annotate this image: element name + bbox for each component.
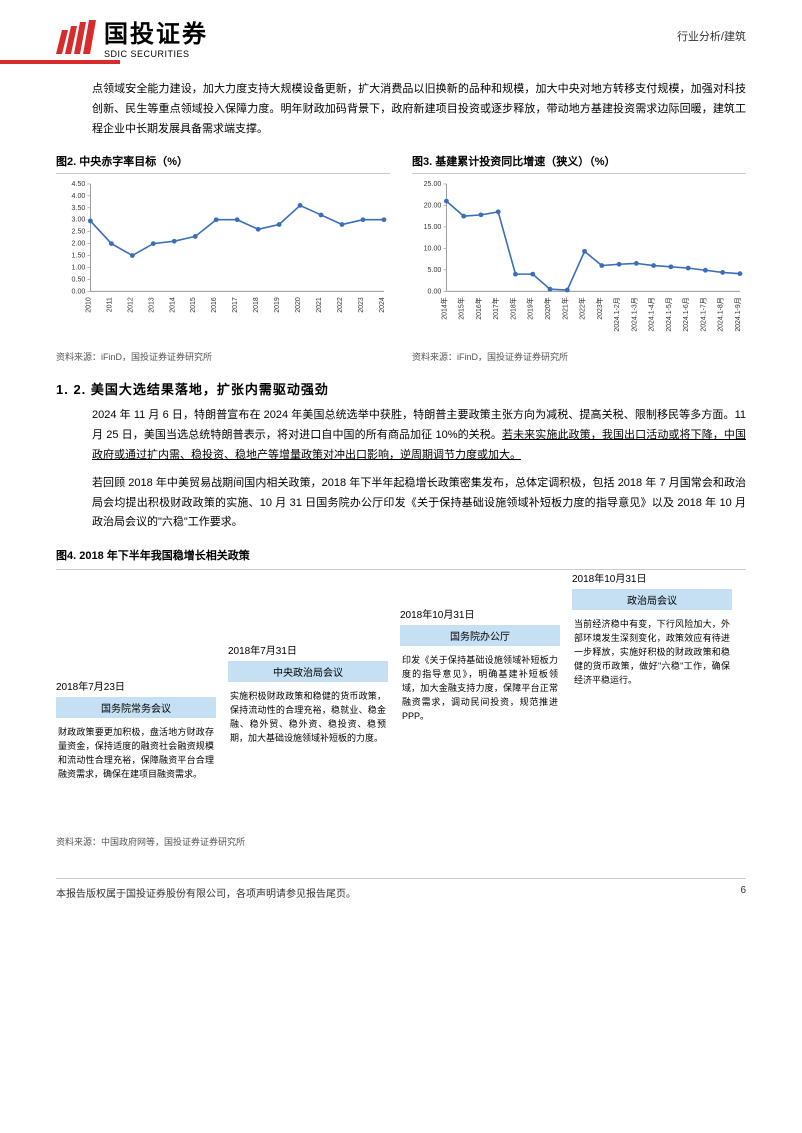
svg-text:15.00: 15.00 (424, 224, 442, 231)
footer-page-number: 6 (740, 885, 746, 900)
svg-text:2.50: 2.50 (72, 229, 86, 236)
timeline-date: 2018年7月23日 (56, 678, 216, 693)
document-page: 国投证券 SDIC SECURITIES 行业分析/建筑 点领域安全能力建设，加… (0, 0, 802, 920)
svg-text:20.00: 20.00 (424, 203, 442, 210)
timeline-body: 印发《关于保持基础设施领域补短板力度的指导意见》，明确基建补短板领域，加大金融支… (400, 652, 560, 726)
svg-text:2018: 2018 (253, 298, 260, 314)
svg-text:10.00: 10.00 (424, 246, 442, 253)
logo-en: SDIC SECURITIES (104, 49, 208, 59)
svg-text:0.50: 0.50 (72, 277, 86, 284)
svg-text:4.50: 4.50 (72, 181, 86, 188)
svg-text:2016: 2016 (211, 298, 218, 314)
fig2-title: 图2. 中央赤字率目标（%） (56, 153, 390, 169)
fig4-title: 图4. 2018 年下半年我国稳增长相关政策 (56, 547, 746, 563)
svg-text:2014: 2014 (169, 298, 176, 314)
svg-text:2021: 2021 (316, 298, 323, 314)
timeline-date: 2018年10月31日 (400, 606, 560, 621)
svg-text:2015: 2015 (190, 298, 197, 314)
fig4-timeline: 2018年7月23日国务院常务会议财政政策要更加积极，盘活地方财政存量资金，保持… (56, 569, 746, 829)
logo-text: 国投证券 SDIC SECURITIES (104, 14, 208, 59)
svg-text:2024: 2024 (379, 298, 386, 314)
svg-text:2017: 2017 (232, 298, 239, 314)
svg-text:2024.1-9月: 2024.1-9月 (734, 298, 742, 332)
svg-text:2012: 2012 (127, 298, 134, 314)
section-1-2-heading: 1. 2. 美国大选结果落地，扩张内需驱动强劲 (56, 379, 746, 398)
header-accent-bar (0, 60, 120, 64)
figure-2: 图2. 中央赤字率目标（%） 0.00 0.50 1.00 1.50 2.00 2.50 3… (56, 153, 390, 363)
fig3-source: 资料来源：iFinD，国投证券证券研究所 (412, 350, 746, 363)
timeline-body: 当前经济稳中有变，下行风险加大，外部环境发生深刻变化，政策效应有待进一步释放，实… (572, 616, 732, 690)
svg-text:2023: 2023 (358, 298, 365, 314)
logo-cn: 国投证券 (104, 14, 208, 49)
svg-text:25.00: 25.00 (424, 181, 442, 188)
svg-text:2015年: 2015年 (457, 298, 466, 320)
svg-text:2023年: 2023年 (595, 298, 604, 320)
timeline-item: 2018年7月31日中央政治局会议实施积极财政政策和稳健的货币政策，保持流动性的… (228, 642, 388, 748)
section-1-2-para2: 若回顾 2018 年中美贸易战期间国内相关政策，2018 年下半年起稳增长政策密… (92, 474, 746, 533)
svg-text:2017年: 2017年 (491, 298, 500, 320)
svg-text:2024.1-5月: 2024.1-5月 (665, 298, 673, 332)
timeline-tag: 国务院办公厅 (400, 625, 560, 646)
svg-text:2022年: 2022年 (577, 298, 586, 320)
svg-text:1.50: 1.50 (72, 253, 86, 260)
svg-text:2010: 2010 (85, 298, 92, 314)
timeline-item: 2018年10月31日政治局会议当前经济稳中有变，下行风险加大，外部环境发生深刻… (572, 570, 732, 690)
svg-text:2019: 2019 (274, 298, 281, 314)
svg-text:3.50: 3.50 (72, 205, 86, 212)
svg-text:2024.1-6月: 2024.1-6月 (682, 298, 690, 332)
svg-text:2021年: 2021年 (560, 298, 569, 320)
svg-text:2013: 2013 (148, 298, 155, 314)
logo-block: 国投证券 SDIC SECURITIES (56, 14, 208, 59)
figure-3: 图3. 基建累计投资同比增速（狭义）（%） 0.00 5.00 10.00 15.00… (412, 153, 746, 363)
timeline-tag: 国务院常务会议 (56, 697, 216, 718)
intro-paragraph: 点领域安全能力建设，加大力度支持大规模设备更新，扩大消费品以旧换新的品种和规模，… (92, 80, 746, 139)
page-footer: 本报告版权属于国投证券股份有限公司，各项声明请参见报告尾页。 6 (56, 878, 746, 900)
timeline-tag: 中央政治局会议 (228, 661, 388, 682)
svg-text:2011: 2011 (106, 298, 113, 313)
svg-text:2022: 2022 (337, 298, 344, 314)
fig3-title: 图3. 基建累计投资同比增速（狭义）（%） (412, 153, 746, 169)
timeline-item: 2018年10月31日国务院办公厅印发《关于保持基础设施领域补短板力度的指导意见… (400, 606, 560, 726)
fig2-chart: 0.00 0.50 1.00 1.50 2.00 2.50 3.00 3.50 4.00 4.50… (56, 173, 390, 343)
timeline-item: 2018年7月23日国务院常务会议财政政策要更加积极，盘活地方财政存量资金，保持… (56, 678, 216, 784)
svg-text:2.00: 2.00 (72, 241, 86, 248)
timeline-body: 实施积极财政政策和稳健的货币政策，保持流动性的合理充裕，稳就业、稳金融、稳外贸、… (228, 688, 388, 748)
svg-text:2024.1-7月: 2024.1-7月 (699, 298, 707, 332)
section-1-2-para1: 2024 年 11 月 6 日，特朗普宣布在 2024 年美国总统选举中获胜，特… (92, 406, 746, 465)
svg-text:0.00: 0.00 (72, 289, 86, 296)
svg-text:2020年: 2020年 (543, 298, 552, 320)
timeline-tag: 政治局会议 (572, 589, 732, 610)
svg-text:2024.1-4月: 2024.1-4月 (648, 298, 656, 332)
logo-icon (56, 20, 96, 54)
svg-text:2018年: 2018年 (508, 298, 517, 320)
fig2-source: 资料来源：iFinD，国投证券证券研究所 (56, 350, 390, 363)
timeline-date: 2018年7月31日 (228, 642, 388, 657)
svg-text:2019年: 2019年 (526, 298, 535, 320)
figure-row-2-3: 图2. 中央赤字率目标（%） 0.00 0.50 1.00 1.50 2.00 2.50 3… (56, 153, 746, 363)
svg-text:1.00: 1.00 (72, 265, 86, 272)
svg-text:4.00: 4.00 (72, 193, 86, 200)
page-header: 国投证券 SDIC SECURITIES 行业分析/建筑 (0, 0, 802, 72)
fig3-chart: 0.00 5.00 10.00 15.00 20.00 25.00 2014年 2015年 20… (412, 173, 746, 343)
timeline-body: 财政政策要更加积极，盘活地方财政存量资金，保持适度的融资社会融资规模和流动性合理… (56, 724, 216, 784)
fig4-source: 资料来源：中国政府网等，国投证券证券研究所 (56, 835, 746, 848)
timeline-date: 2018年10月31日 (572, 570, 732, 585)
svg-text:2024.1-3月: 2024.1-3月 (630, 298, 638, 332)
header-category: 行业分析/建筑 (677, 28, 746, 44)
svg-text:3.00: 3.00 (72, 217, 86, 224)
footer-left: 本报告版权属于国投证券股份有限公司，各项声明请参见报告尾页。 (56, 885, 356, 900)
svg-text:2016年: 2016年 (474, 298, 483, 320)
svg-text:2020: 2020 (295, 298, 302, 314)
svg-text:5.00: 5.00 (428, 267, 442, 274)
svg-text:2024.1-8月: 2024.1-8月 (717, 298, 725, 332)
svg-text:0.00: 0.00 (428, 289, 442, 296)
svg-text:2024.1-2月: 2024.1-2月 (613, 298, 621, 332)
svg-text:2014年: 2014年 (439, 298, 448, 320)
